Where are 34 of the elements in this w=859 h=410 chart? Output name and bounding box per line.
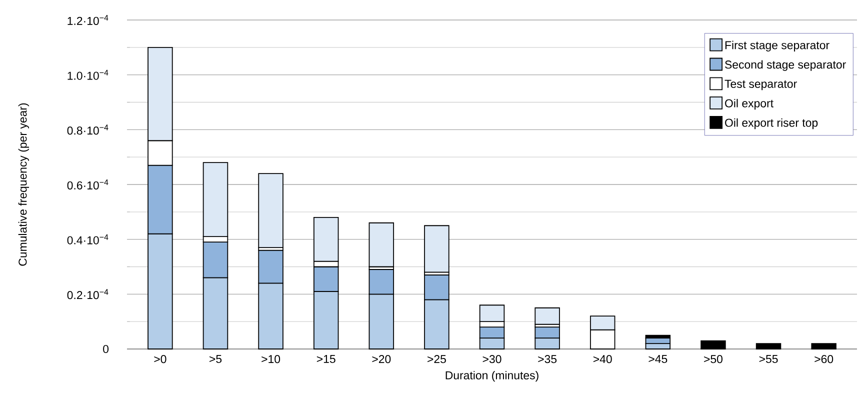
x-tick-label: >25 [428, 355, 446, 364]
x-tick-label: >55 [759, 355, 778, 364]
x-tick-label: >30 [482, 355, 502, 364]
y-tick-label: 0.6·10$^{−4}$ [67, 180, 108, 190]
legend-label: Second stage separator [725, 60, 846, 71]
legend-label: Oil export [725, 98, 774, 110]
bar [700, 340, 726, 350]
x-tick-label: >20 [372, 355, 391, 364]
legend-label: Oil export riser top [725, 118, 818, 130]
bar [368, 222, 394, 268]
x-tick-label: >50 [704, 355, 722, 364]
y-tick-label: 0 [103, 344, 109, 354]
y-tick-label: 0.8·10$^{−4}$ [67, 124, 108, 135]
y-tick-label: 0.2·10$^{−4}$ [67, 289, 108, 300]
x-tick-label: >15 [316, 355, 336, 364]
legend-label: First stage separator [725, 40, 830, 52]
bar [424, 225, 450, 273]
bar [756, 343, 782, 350]
y-axis-title: Cumulative frequency (per year) [18, 103, 30, 266]
bar [811, 343, 836, 350]
x-tick-label: >45 [648, 355, 668, 364]
x-tick-label: >10 [262, 355, 280, 364]
x-tick-label: >40 [593, 355, 612, 364]
x-axis-title: Duration (minutes) [446, 370, 538, 382]
legend-label: Test separator [724, 80, 797, 90]
x-tick-label: >0 [154, 355, 166, 364]
y-tick-label: 1.2·10$^{−4}$ [68, 15, 108, 25]
bar [258, 173, 284, 248]
y-tick-label: 1.0·10$^{−4}$ [68, 70, 108, 80]
y-tick-label: 0.4·10$^{−4}$ [67, 234, 108, 244]
x-tick-label: >35 [538, 355, 557, 364]
x-tick-label: >60 [814, 355, 834, 364]
bar [534, 307, 560, 325]
x-tick-label: >5 [210, 355, 222, 364]
